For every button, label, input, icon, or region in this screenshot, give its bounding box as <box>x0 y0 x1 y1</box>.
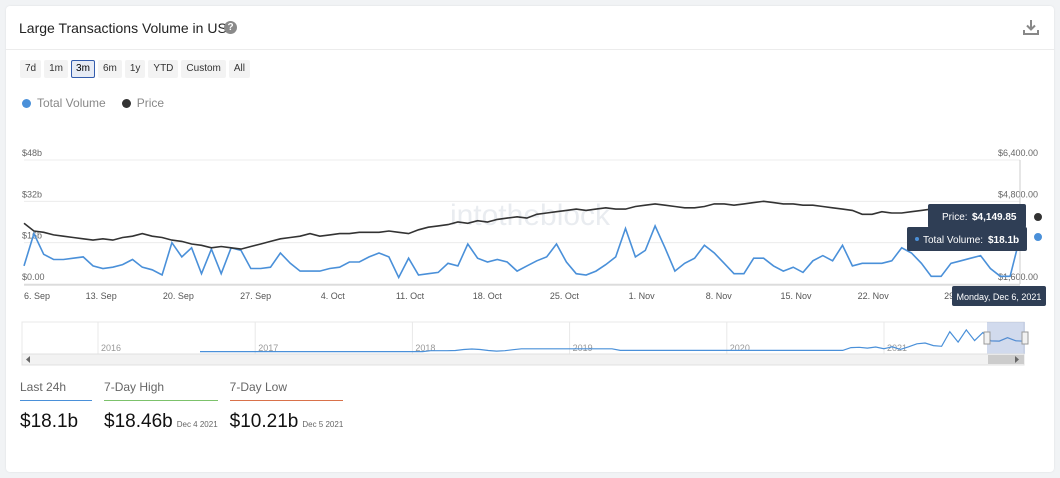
navigator-series-line <box>200 328 1025 353</box>
x-tick-label: 22. Nov <box>858 291 890 301</box>
range-button-all[interactable]: All <box>228 60 250 78</box>
price-tooltip-label: Price: <box>942 212 968 223</box>
y-tick-label-left: $32b <box>22 189 42 199</box>
x-tick-label: 25. Oct <box>550 291 580 301</box>
stat-value: $10.21b <box>229 411 299 432</box>
stat-last-24h: Last 24h $18.1b <box>20 380 93 433</box>
navigator-year-label: 2018 <box>415 343 435 353</box>
card-header: Large Transactions Volume in USD ? <box>6 6 1054 50</box>
date-tooltip <box>952 286 1046 306</box>
scroll-right-icon[interactable] <box>1015 356 1019 363</box>
legend-dot-icon <box>121 98 131 108</box>
stat-date: Dec 4 2021 <box>176 420 218 429</box>
x-tick-label: 4. Oct <box>321 291 346 301</box>
range-button-1y[interactable]: 1y <box>124 60 146 78</box>
stat-date: Dec 5 2021 <box>302 420 344 429</box>
range-selector: 7d 1m 3m 6m 1y YTD Custom All <box>20 60 250 78</box>
x-tick-label: 15. Nov <box>780 291 812 301</box>
legend-item-total-volume[interactable]: Total Volume <box>22 96 106 110</box>
y-tick-label-right: $6,400.00 <box>998 148 1038 158</box>
range-button-6m[interactable]: 6m <box>97 60 122 78</box>
stat-label: 7-Day Low <box>229 380 344 401</box>
volume-tooltip-label: Total Volume: <box>923 235 983 246</box>
stat-value: $18.46b <box>104 411 173 432</box>
range-button-ytd[interactable]: YTD <box>148 60 179 78</box>
chart-card: Large Transactions Volume in USD ? <box>6 6 1054 472</box>
y-tick-label-right: $4,800.00 <box>998 189 1038 199</box>
x-tick-label: 1. Nov <box>629 291 656 301</box>
legend-label: Total Volume <box>37 96 106 110</box>
price-tooltip <box>928 204 1026 228</box>
range-button-1m[interactable]: 1m <box>44 60 69 78</box>
scroll-left-icon[interactable] <box>26 356 30 363</box>
y-tick-label-left: $0.00 <box>22 272 45 282</box>
x-tick-label: 8. Nov <box>706 291 733 301</box>
price-hover-point <box>1032 211 1044 223</box>
download-icon[interactable] <box>1022 18 1040 36</box>
series-line-total-volume <box>23 223 1021 280</box>
stat-7-day-high: 7-Day High $18.46b Dec 4 2021 <box>104 380 218 433</box>
volume-tooltip-value: $18.1b <box>988 235 1019 246</box>
x-tick-label: 29. <box>944 291 957 301</box>
x-tick-label: 18. Oct <box>473 291 503 301</box>
y-tick-label-left: $16b <box>22 231 42 241</box>
series-line-price <box>23 200 1021 250</box>
x-tick-label: 13. Sep <box>86 291 117 301</box>
scrollbar-thumb[interactable] <box>988 355 1024 364</box>
y-tick-label-right: $1,600.00 <box>998 272 1038 282</box>
legend-label: Price <box>136 96 165 110</box>
stat-value: $18.1b <box>20 411 79 432</box>
navigator-year-label: 2020 <box>730 343 750 353</box>
question-circle-icon[interactable]: ? <box>224 21 237 34</box>
range-button-custom[interactable]: Custom <box>181 60 226 78</box>
navigator-year-label: 2017 <box>258 343 278 353</box>
stats-row: Last 24h $18.1b 7-Day High $18.46b Dec 4 202… <box>20 380 344 433</box>
x-tick-label: 27. Sep <box>240 291 271 301</box>
watermark-text: intotheblock <box>450 199 611 232</box>
scrollbar-track[interactable] <box>21 353 1025 366</box>
stat-7-day-low: 7-Day Low $10.21b Dec 5 2021 <box>229 380 344 433</box>
navigator-handle-right[interactable] <box>1021 331 1029 345</box>
legend-item-price[interactable]: Price <box>121 96 165 110</box>
navigator-year-label: 2019 <box>573 343 593 353</box>
range-button-3m[interactable]: 3m <box>71 60 95 78</box>
volume-hover-point <box>1032 231 1044 243</box>
navigator-year-label: 2016 <box>101 343 121 353</box>
stat-label: 7-Day High <box>104 380 218 401</box>
navigator-handle-left[interactable] <box>983 331 991 345</box>
x-tick-label: 20. Sep <box>163 291 194 301</box>
price-tooltip-value: $4,149.85 <box>972 212 1017 223</box>
legend-dot-icon <box>22 98 31 108</box>
navigator-selection <box>987 322 1025 354</box>
stat-label: Last 24h <box>20 380 93 401</box>
range-button-7d[interactable]: 7d <box>20 60 42 78</box>
date-tooltip-text: Monday, Dec 6, 2021 <box>957 292 1042 302</box>
chart-title: Large Transactions Volume in USD <box>19 20 237 36</box>
chart-legend: Total Volume Price <box>22 96 164 110</box>
volume-tooltip <box>907 227 1027 251</box>
x-tick-label: 11. Oct <box>396 291 425 301</box>
x-tick-label: 6. Sep <box>24 291 50 301</box>
volume-tooltip-dot-icon <box>915 237 919 241</box>
y-tick-label-left: $48b <box>22 148 42 158</box>
